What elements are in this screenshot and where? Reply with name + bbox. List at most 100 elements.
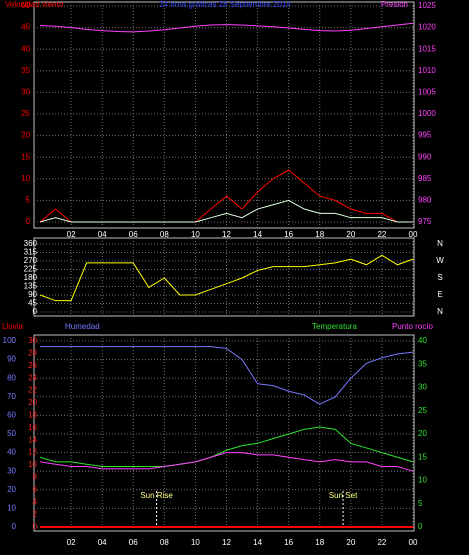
y-tick-label: 12 bbox=[28, 448, 37, 457]
series-label: Temperatura bbox=[312, 322, 357, 331]
series-line bbox=[39, 22, 414, 33]
y-tick-label: 40 bbox=[418, 336, 427, 345]
y-tick-label: 70 bbox=[7, 392, 16, 401]
x-tick-label: 02 bbox=[67, 230, 76, 239]
y-tick-label: 10 bbox=[7, 504, 16, 513]
x-tick-label: 14 bbox=[253, 230, 262, 239]
y-tick-label: 22 bbox=[28, 386, 37, 395]
y-tick-label: 1000 bbox=[418, 109, 436, 118]
y-tick-label: 0 bbox=[26, 217, 31, 226]
y-tick-label: 4 bbox=[33, 497, 38, 506]
y-tick-label: 80 bbox=[7, 373, 16, 382]
x-tick-label: 04 bbox=[98, 230, 107, 239]
x-tick-label: 12 bbox=[222, 538, 231, 547]
series-label: Presión bbox=[381, 0, 408, 9]
annotation: Sun Rise bbox=[140, 491, 173, 500]
series-label: Punto rocío bbox=[392, 322, 433, 331]
series-line bbox=[39, 452, 414, 472]
x-tick-label: 02 bbox=[67, 538, 76, 547]
plot-frame bbox=[33, 237, 415, 317]
y-tick-label: 50 bbox=[21, 1, 30, 10]
y-tick-label: 1015 bbox=[418, 44, 436, 53]
x-tick-label: 08 bbox=[160, 230, 169, 239]
y-tick-label: 5 bbox=[418, 499, 423, 508]
y-tick-label: 995 bbox=[418, 131, 432, 140]
y-tick-label: 90 bbox=[7, 355, 16, 364]
series-label: Humedad bbox=[65, 322, 100, 331]
y-tick-label: 20 bbox=[21, 131, 30, 140]
x-tick-label: 00 bbox=[409, 230, 418, 239]
y-tick-label: 30 bbox=[28, 336, 37, 345]
y-tick-label: 90 bbox=[28, 290, 37, 299]
x-tick-label: 12 bbox=[222, 230, 231, 239]
x-tick-label: 18 bbox=[315, 538, 324, 547]
y-tick-label: 0 bbox=[33, 522, 38, 531]
series-label: Lluvia bbox=[2, 322, 23, 331]
y-tick-label: 26 bbox=[28, 361, 37, 370]
x-tick-label: 14 bbox=[253, 538, 262, 547]
y-tick-label: 975 bbox=[418, 217, 432, 226]
y-tick-label: S bbox=[437, 273, 442, 282]
x-tick-label: 10 bbox=[191, 538, 200, 547]
series-line bbox=[39, 254, 414, 302]
x-tick-label: 06 bbox=[129, 538, 138, 547]
y-tick-label: 0 bbox=[33, 307, 38, 316]
y-tick-label: 35 bbox=[21, 66, 30, 75]
y-tick-label: 50 bbox=[7, 429, 16, 438]
y-tick-label: 35 bbox=[418, 359, 427, 368]
y-tick-label: 10 bbox=[418, 476, 427, 485]
x-tick-label: 08 bbox=[160, 538, 169, 547]
y-tick-label: 6 bbox=[33, 485, 38, 494]
y-tick-label: 45 bbox=[28, 299, 37, 308]
y-tick-label: 16 bbox=[28, 423, 37, 432]
x-tick-label: 16 bbox=[284, 230, 293, 239]
x-tick-label: 16 bbox=[284, 538, 293, 547]
series-line bbox=[39, 426, 414, 468]
y-tick-label: 1025 bbox=[418, 1, 436, 10]
y-tick-label: 315 bbox=[24, 248, 38, 257]
y-tick-label: 45 bbox=[21, 23, 30, 32]
y-tick-label: 270 bbox=[24, 256, 38, 265]
y-tick-label: 1010 bbox=[418, 66, 436, 75]
y-tick-label: 20 bbox=[418, 429, 427, 438]
x-tick-label: 06 bbox=[129, 230, 138, 239]
y-tick-label: 30 bbox=[21, 88, 30, 97]
x-tick-label: 10 bbox=[191, 230, 200, 239]
y-tick-label: 30 bbox=[418, 383, 427, 392]
y-tick-label: 25 bbox=[418, 406, 427, 415]
x-tick-label: 04 bbox=[98, 538, 107, 547]
x-tick-label: 22 bbox=[377, 538, 386, 547]
annotation: Sun Set bbox=[329, 491, 358, 500]
plot-frame bbox=[33, 334, 415, 532]
x-tick-label: 22 bbox=[377, 230, 386, 239]
y-tick-label: 40 bbox=[21, 44, 30, 53]
y-tick-label: 225 bbox=[24, 265, 38, 274]
y-tick-label: 10 bbox=[21, 174, 30, 183]
series-line bbox=[39, 199, 413, 223]
series-line bbox=[40, 346, 414, 405]
y-tick-label: 25 bbox=[21, 109, 30, 118]
y-tick-label: 0 bbox=[12, 522, 17, 531]
y-tick-label: N bbox=[437, 239, 443, 248]
y-tick-label: N bbox=[437, 307, 443, 316]
chart-title: 24 hora gráficas 28 Septiembre 2014 bbox=[159, 0, 291, 9]
y-tick-label: 360 bbox=[24, 239, 38, 248]
y-tick-label: 20 bbox=[28, 398, 37, 407]
y-tick-label: 990 bbox=[418, 152, 432, 161]
y-tick-label: 1020 bbox=[418, 23, 436, 32]
y-tick-label: 24 bbox=[28, 373, 37, 382]
y-tick-label: 2 bbox=[33, 510, 38, 519]
y-tick-label: 60 bbox=[7, 411, 16, 420]
x-tick-label: 20 bbox=[346, 230, 355, 239]
y-tick-label: 180 bbox=[24, 273, 38, 282]
y-tick-label: 15 bbox=[21, 152, 30, 161]
y-tick-label: E bbox=[437, 290, 442, 299]
y-tick-label: 10 bbox=[28, 460, 37, 469]
y-tick-label: 135 bbox=[24, 282, 38, 291]
x-tick-label: 20 bbox=[346, 538, 355, 547]
y-tick-label: 980 bbox=[418, 196, 432, 205]
y-tick-label: 40 bbox=[7, 448, 16, 457]
y-tick-label: W bbox=[436, 256, 444, 265]
y-tick-label: 15 bbox=[418, 452, 427, 461]
